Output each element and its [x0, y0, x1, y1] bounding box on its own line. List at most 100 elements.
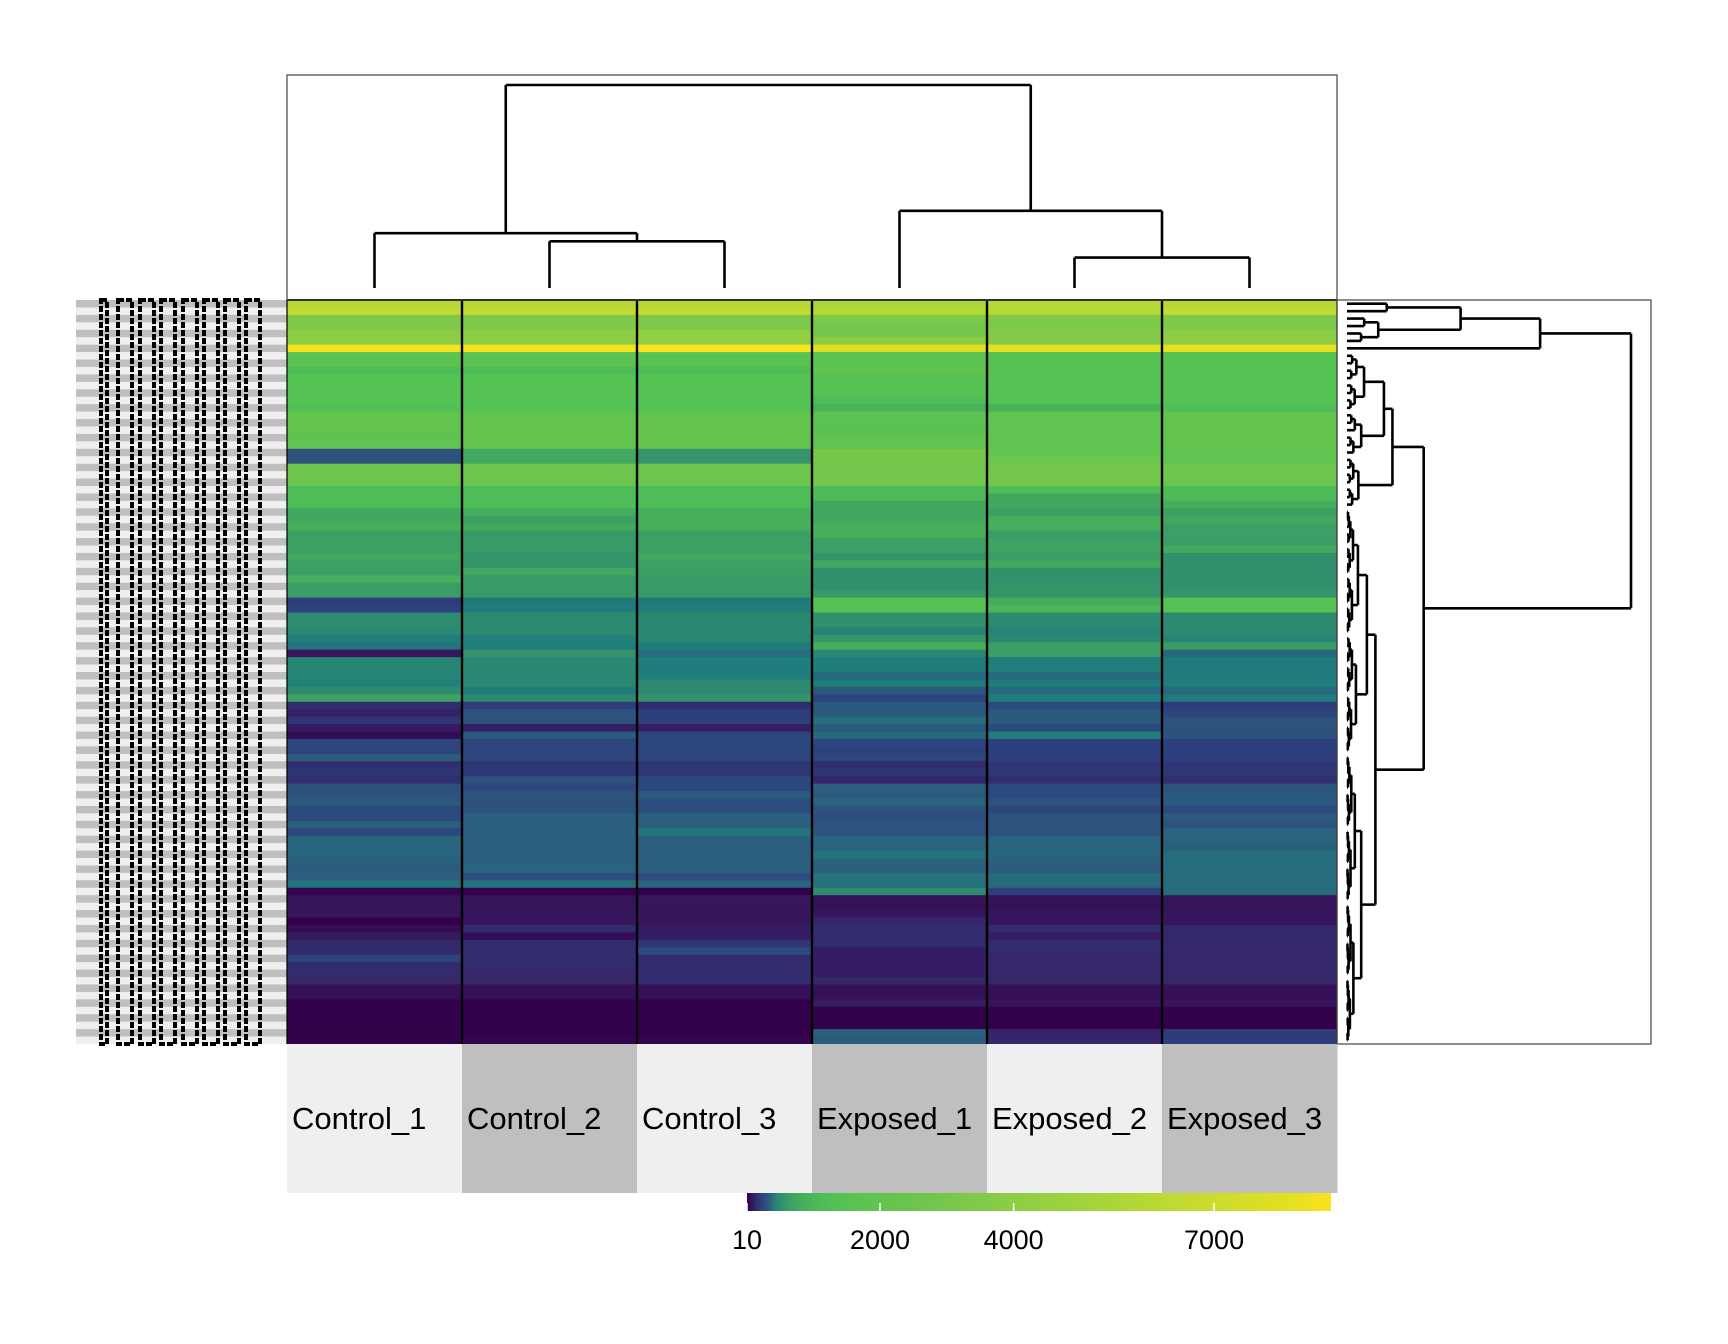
- heatmap-cell: [1162, 1036, 1338, 1045]
- heatmap-cell: [987, 567, 1163, 576]
- heatmap-cell: [987, 1014, 1163, 1023]
- heatmap-cell: [812, 366, 988, 375]
- heatmap-cell: [462, 932, 638, 941]
- heatmap-cell: [812, 590, 988, 599]
- heatmap-cell: [1162, 924, 1338, 933]
- legend-tick-label-4000: 4000: [984, 1225, 1044, 1255]
- legend-tick-label-10: 10: [732, 1225, 762, 1255]
- heatmap-cell: [462, 977, 638, 985]
- heatmap-cell: [1162, 433, 1338, 442]
- heatmap-cell: [462, 619, 638, 628]
- heatmap-cell: [637, 999, 813, 1008]
- heatmap-cell: [462, 895, 638, 904]
- heatmap-cell: [1162, 902, 1338, 911]
- heatmap-cell: [1162, 731, 1338, 740]
- heatmap-cell: [1162, 738, 1338, 747]
- heatmap-cell: [987, 619, 1163, 628]
- heatmap-cell: [287, 880, 463, 889]
- heatmap-cell: [287, 471, 463, 480]
- heatmap-cell: [987, 664, 1163, 673]
- heatmap-cell: [287, 910, 463, 919]
- heatmap-cell: [637, 791, 813, 799]
- heatmap-cell: [287, 605, 463, 613]
- column-annotation-cell: [987, 1044, 1163, 1193]
- heatmap-cell: [987, 738, 1163, 747]
- heatmap-cell: [812, 396, 988, 405]
- heatmap-cell: [637, 753, 813, 762]
- row-label-stripe: [76, 924, 287, 933]
- heatmap-cell: [1162, 552, 1338, 561]
- heatmap-cell: [462, 582, 638, 591]
- heatmap-cell: [637, 493, 813, 502]
- heatmap-cell: [1162, 820, 1338, 829]
- heatmap-cell: [637, 642, 813, 651]
- heatmap-cell: [812, 828, 988, 837]
- row-label-stripe: [76, 813, 287, 822]
- heatmap-cell: [987, 329, 1163, 338]
- heatmap-cell: [1162, 486, 1338, 494]
- heatmap-cell: [812, 500, 988, 509]
- heatmap-cell: [637, 984, 813, 993]
- column-dendrogram-panel: [286, 74, 1338, 301]
- heatmap-cell: [287, 954, 463, 963]
- heatmap-cell: [1162, 419, 1338, 427]
- heatmap-cell: [287, 426, 463, 435]
- heatmap-cell: [462, 560, 638, 569]
- heatmap-cell: [462, 1021, 638, 1030]
- heatmap-cell: [287, 798, 463, 807]
- heatmap-cell: [987, 374, 1163, 383]
- heatmap-cell: [637, 649, 813, 658]
- heatmap-cell: [987, 798, 1163, 807]
- heatmap-cell: [462, 776, 638, 785]
- heatmap-cell: [987, 307, 1163, 316]
- heatmap-cell: [287, 515, 463, 524]
- heatmap-cell: [287, 969, 463, 978]
- heatmap-cell: [987, 433, 1163, 442]
- heatmap-cell: [287, 619, 463, 628]
- heatmap-cell: [637, 910, 813, 919]
- heatmap-cell: [462, 791, 638, 799]
- heatmap-cell: [637, 991, 813, 1000]
- heatmap-cell: [1162, 530, 1338, 539]
- heatmap-cell: [987, 515, 1163, 524]
- heatmap-cell: [1162, 396, 1338, 405]
- heatmap-cell: [1162, 991, 1338, 1000]
- heatmap-cell: [637, 627, 813, 636]
- heatmap-cell: [287, 1006, 463, 1015]
- heatmap-cell: [987, 805, 1163, 814]
- heatmap-cell: [462, 753, 638, 762]
- row-label-glyph-column: [244, 298, 262, 1046]
- heatmap-cell: [637, 828, 813, 837]
- heatmap-cell: [637, 448, 813, 457]
- heatmap-cell: [1162, 672, 1338, 680]
- heatmap-cell: [462, 761, 638, 770]
- heatmap-cell: [1162, 493, 1338, 502]
- column-annotation-cell: [287, 1044, 463, 1193]
- heatmap-cell: [1162, 724, 1338, 733]
- heatmap-cell: [1162, 1006, 1338, 1015]
- heatmap-cell: [987, 545, 1163, 554]
- heatmap-cell: [462, 396, 638, 405]
- colorbar: [747, 1193, 1331, 1211]
- heatmap-cell: [1162, 977, 1338, 985]
- heatmap-cell: [987, 381, 1163, 390]
- heatmap-cell: [462, 865, 638, 874]
- heatmap-cell: [287, 456, 463, 465]
- heatmap-cell: [287, 924, 463, 933]
- heatmap-cell: [1162, 947, 1338, 956]
- heatmap-cell: [637, 858, 813, 866]
- heatmap-cell: [462, 463, 638, 472]
- heatmap-cell: [812, 977, 988, 985]
- heatmap-cell: [287, 664, 463, 673]
- heatmap-cell: [812, 582, 988, 591]
- heatmap-cell: [812, 924, 988, 933]
- row-label-stripe: [76, 1021, 287, 1030]
- column-annotation-cell: [637, 1044, 813, 1193]
- heatmap-cell: [1162, 404, 1338, 413]
- row-label-glyph-column: [138, 298, 156, 1046]
- heatmap-cell: [462, 724, 638, 733]
- heatmap-cell: [812, 984, 988, 993]
- column-label-exposed-2: Exposed_2: [992, 1101, 1147, 1136]
- heatmap-cell: [812, 627, 988, 636]
- heatmap-cell: [812, 1029, 988, 1038]
